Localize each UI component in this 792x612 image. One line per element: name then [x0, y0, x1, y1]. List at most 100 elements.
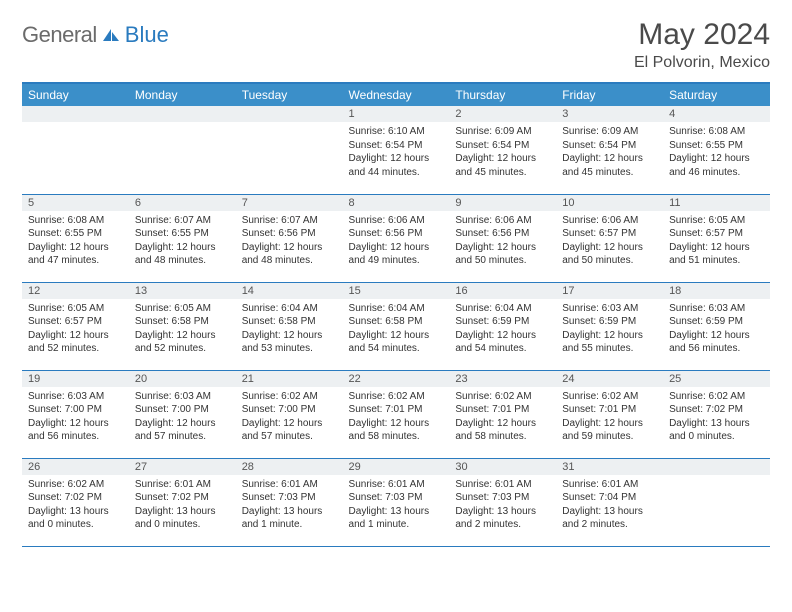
day-header: Sunday: [22, 83, 129, 106]
day-number: 4: [663, 106, 770, 122]
day-cell: 27Sunrise: 6:01 AMSunset: 7:02 PMDayligh…: [129, 458, 236, 546]
day-line: Sunset: 6:56 PM: [242, 227, 337, 241]
week-row: 12Sunrise: 6:05 AMSunset: 6:57 PMDayligh…: [22, 282, 770, 370]
day-number: 24: [556, 371, 663, 387]
day-body: Sunrise: 6:08 AMSunset: 6:55 PMDaylight:…: [22, 211, 129, 272]
day-line: Daylight: 12 hours: [349, 417, 444, 431]
day-body: Sunrise: 6:01 AMSunset: 7:04 PMDaylight:…: [556, 475, 663, 536]
day-line: Daylight: 12 hours: [135, 329, 230, 343]
day-body: Sunrise: 6:03 AMSunset: 7:00 PMDaylight:…: [129, 387, 236, 448]
day-body: Sunrise: 6:06 AMSunset: 6:56 PMDaylight:…: [449, 211, 556, 272]
day-line: Sunset: 6:59 PM: [562, 315, 657, 329]
location-text: El Polvorin, Mexico: [634, 54, 770, 72]
day-cell: 16Sunrise: 6:04 AMSunset: 6:59 PMDayligh…: [449, 282, 556, 370]
day-line: Sunset: 6:58 PM: [135, 315, 230, 329]
day-cell: [129, 106, 236, 194]
day-line: Sunrise: 6:06 AM: [349, 214, 444, 228]
day-line: Daylight: 12 hours: [349, 241, 444, 255]
day-number: [22, 106, 129, 122]
day-line: Sunset: 7:03 PM: [242, 491, 337, 505]
day-body: Sunrise: 6:01 AMSunset: 7:03 PMDaylight:…: [236, 475, 343, 536]
day-line: Sunrise: 6:02 AM: [28, 478, 123, 492]
day-line: Daylight: 12 hours: [28, 329, 123, 343]
day-line: Sunset: 6:54 PM: [349, 139, 444, 153]
day-cell: 25Sunrise: 6:02 AMSunset: 7:02 PMDayligh…: [663, 370, 770, 458]
day-number: 3: [556, 106, 663, 122]
day-body: [236, 122, 343, 129]
day-body: Sunrise: 6:02 AMSunset: 7:01 PMDaylight:…: [449, 387, 556, 448]
day-number: 6: [129, 195, 236, 211]
day-line: and 45 minutes.: [455, 166, 550, 180]
day-cell: 21Sunrise: 6:02 AMSunset: 7:00 PMDayligh…: [236, 370, 343, 458]
day-line: Daylight: 12 hours: [455, 241, 550, 255]
day-cell: 13Sunrise: 6:05 AMSunset: 6:58 PMDayligh…: [129, 282, 236, 370]
day-body: Sunrise: 6:05 AMSunset: 6:57 PMDaylight:…: [663, 211, 770, 272]
day-cell: 20Sunrise: 6:03 AMSunset: 7:00 PMDayligh…: [129, 370, 236, 458]
day-cell: 31Sunrise: 6:01 AMSunset: 7:04 PMDayligh…: [556, 458, 663, 546]
day-line: and 0 minutes.: [135, 518, 230, 532]
day-line: and 1 minute.: [349, 518, 444, 532]
day-line: Sunset: 6:56 PM: [349, 227, 444, 241]
day-header: Friday: [556, 83, 663, 106]
day-cell: 22Sunrise: 6:02 AMSunset: 7:01 PMDayligh…: [343, 370, 450, 458]
day-number: 9: [449, 195, 556, 211]
day-line: Sunrise: 6:02 AM: [349, 390, 444, 404]
day-line: Sunrise: 6:04 AM: [349, 302, 444, 316]
day-line: Daylight: 12 hours: [669, 152, 764, 166]
day-number: 18: [663, 283, 770, 299]
day-line: Sunrise: 6:04 AM: [455, 302, 550, 316]
day-line: Daylight: 12 hours: [562, 329, 657, 343]
day-number: 12: [22, 283, 129, 299]
day-line: Daylight: 12 hours: [349, 329, 444, 343]
day-cell: 8Sunrise: 6:06 AMSunset: 6:56 PMDaylight…: [343, 194, 450, 282]
calendar-body: 1Sunrise: 6:10 AMSunset: 6:54 PMDaylight…: [22, 106, 770, 546]
day-cell: 3Sunrise: 6:09 AMSunset: 6:54 PMDaylight…: [556, 106, 663, 194]
day-line: and 52 minutes.: [135, 342, 230, 356]
title-block: May 2024 El Polvorin, Mexico: [634, 18, 770, 72]
day-line: Sunset: 6:56 PM: [455, 227, 550, 241]
day-number: 7: [236, 195, 343, 211]
day-line: Sunset: 6:58 PM: [349, 315, 444, 329]
day-body: Sunrise: 6:04 AMSunset: 6:58 PMDaylight:…: [343, 299, 450, 360]
day-line: Daylight: 13 hours: [242, 505, 337, 519]
day-number: 15: [343, 283, 450, 299]
day-number: 10: [556, 195, 663, 211]
day-body: Sunrise: 6:06 AMSunset: 6:57 PMDaylight:…: [556, 211, 663, 272]
day-line: Sunrise: 6:01 AM: [349, 478, 444, 492]
day-cell: 28Sunrise: 6:01 AMSunset: 7:03 PMDayligh…: [236, 458, 343, 546]
day-line: Sunset: 6:57 PM: [669, 227, 764, 241]
day-line: and 54 minutes.: [349, 342, 444, 356]
day-line: and 57 minutes.: [135, 430, 230, 444]
day-line: Sunrise: 6:02 AM: [242, 390, 337, 404]
day-cell: 2Sunrise: 6:09 AMSunset: 6:54 PMDaylight…: [449, 106, 556, 194]
day-line: Sunrise: 6:03 AM: [28, 390, 123, 404]
day-header: Wednesday: [343, 83, 450, 106]
day-line: Daylight: 13 hours: [562, 505, 657, 519]
day-number: [236, 106, 343, 122]
day-line: Daylight: 12 hours: [135, 417, 230, 431]
day-number: 22: [343, 371, 450, 387]
day-cell: 29Sunrise: 6:01 AMSunset: 7:03 PMDayligh…: [343, 458, 450, 546]
day-number: 28: [236, 459, 343, 475]
day-cell: 4Sunrise: 6:08 AMSunset: 6:55 PMDaylight…: [663, 106, 770, 194]
day-body: Sunrise: 6:08 AMSunset: 6:55 PMDaylight:…: [663, 122, 770, 183]
day-cell: 26Sunrise: 6:02 AMSunset: 7:02 PMDayligh…: [22, 458, 129, 546]
day-line: and 55 minutes.: [562, 342, 657, 356]
day-body: Sunrise: 6:07 AMSunset: 6:55 PMDaylight:…: [129, 211, 236, 272]
day-line: and 59 minutes.: [562, 430, 657, 444]
day-line: Sunrise: 6:02 AM: [562, 390, 657, 404]
day-line: Sunset: 7:02 PM: [135, 491, 230, 505]
day-line: Sunrise: 6:02 AM: [455, 390, 550, 404]
day-line: Sunset: 6:55 PM: [135, 227, 230, 241]
day-number: 13: [129, 283, 236, 299]
logo: General Blue: [22, 22, 169, 48]
day-number: 1: [343, 106, 450, 122]
day-line: Sunset: 7:03 PM: [455, 491, 550, 505]
day-number: 31: [556, 459, 663, 475]
day-body: Sunrise: 6:02 AMSunset: 7:02 PMDaylight:…: [22, 475, 129, 536]
day-body: Sunrise: 6:02 AMSunset: 7:01 PMDaylight:…: [343, 387, 450, 448]
day-body: Sunrise: 6:01 AMSunset: 7:02 PMDaylight:…: [129, 475, 236, 536]
day-number: 26: [22, 459, 129, 475]
day-line: and 48 minutes.: [242, 254, 337, 268]
day-line: Sunrise: 6:01 AM: [455, 478, 550, 492]
